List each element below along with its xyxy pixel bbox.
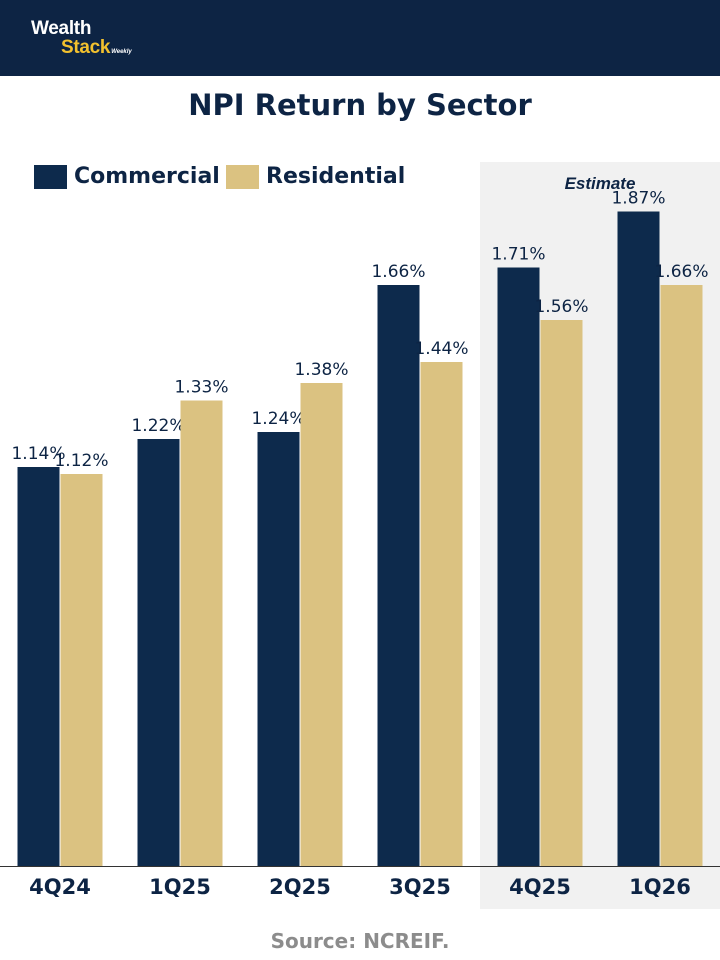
x-tick-label-1q25: 1Q25 bbox=[149, 875, 211, 899]
bar-residential-4q25[interactable] bbox=[540, 320, 583, 866]
data-label-residential-1q25: 1.33% bbox=[174, 378, 228, 398]
legend-label-residential: Residential bbox=[266, 164, 406, 189]
data-label-residential-1q26: 1.66% bbox=[654, 262, 708, 282]
brand-tagline: Weekly bbox=[111, 49, 132, 55]
source-note: Source: NCREIF. bbox=[270, 929, 450, 953]
brand-name-line2: Stack bbox=[61, 37, 111, 58]
data-label-commercial-4q25: 1.71% bbox=[491, 245, 545, 265]
data-label-residential-4q25: 1.56% bbox=[534, 297, 588, 317]
header-bar: Wealth StackWeekly bbox=[0, 0, 720, 76]
bar-residential-1q25[interactable] bbox=[180, 400, 223, 867]
legend-swatch-commercial bbox=[34, 165, 67, 189]
data-label-commercial-1q26: 1.87% bbox=[611, 189, 665, 209]
legend-swatch-residential bbox=[226, 165, 259, 189]
bar-commercial-3q25[interactable] bbox=[377, 285, 420, 866]
chart-title: NPI Return by Sector bbox=[188, 88, 532, 122]
bar-residential-1q26[interactable] bbox=[660, 285, 703, 866]
data-label-commercial-4q24: 1.14% bbox=[11, 444, 65, 464]
bar-commercial-1q26[interactable] bbox=[617, 211, 660, 867]
bar-commercial-1q25[interactable] bbox=[137, 439, 180, 866]
x-tick-label-4q24: 4Q24 bbox=[29, 875, 91, 899]
bar-residential-3q25[interactable] bbox=[420, 362, 463, 866]
x-tick-label-4q25: 4Q25 bbox=[509, 875, 571, 899]
data-label-residential-3q25: 1.44% bbox=[414, 339, 468, 359]
bar-residential-4q24[interactable] bbox=[60, 474, 103, 866]
data-label-commercial-1q25: 1.22% bbox=[131, 416, 185, 436]
x-tick-label-2q25: 2Q25 bbox=[269, 875, 331, 899]
data-label-residential-2q25: 1.38% bbox=[294, 360, 348, 380]
legend-label-commercial: Commercial bbox=[74, 164, 220, 189]
bar-commercial-4q25[interactable] bbox=[497, 267, 540, 867]
data-label-commercial-3q25: 1.66% bbox=[371, 262, 425, 282]
brand-logo[interactable]: Wealth StackWeekly bbox=[31, 19, 132, 57]
data-label-commercial-2q25: 1.24% bbox=[251, 409, 305, 429]
x-tick-label-1q26: 1Q26 bbox=[629, 875, 691, 899]
data-label-residential-4q24: 1.12% bbox=[54, 451, 108, 471]
estimate-label: Estimate bbox=[564, 174, 636, 193]
x-tick-label-3q25: 3Q25 bbox=[389, 875, 451, 899]
bar-commercial-2q25[interactable] bbox=[257, 432, 300, 866]
bar-commercial-4q24[interactable] bbox=[17, 467, 60, 866]
brand-name-line1: Wealth bbox=[31, 18, 92, 39]
bar-residential-2q25[interactable] bbox=[300, 383, 343, 866]
